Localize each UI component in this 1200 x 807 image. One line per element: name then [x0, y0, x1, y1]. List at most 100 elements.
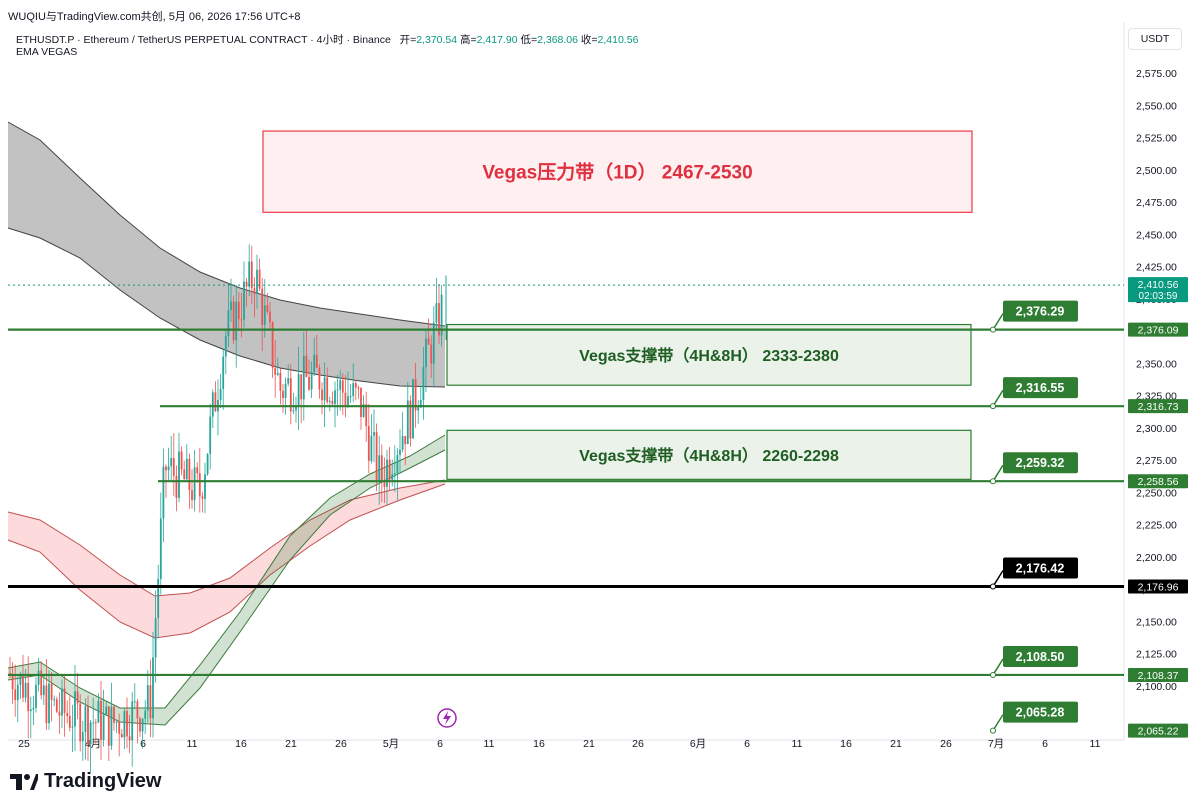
candle-body	[266, 305, 269, 312]
candle-body	[198, 473, 201, 497]
candle-body	[404, 436, 407, 445]
candle-body	[302, 355, 305, 400]
candle-body	[79, 703, 82, 742]
level-flag-anchor	[990, 583, 996, 590]
candle-body	[399, 449, 401, 455]
candle-body	[250, 261, 253, 289]
currency-selector[interactable]: USDT	[1128, 28, 1182, 50]
y-tick-label: 2,575.00	[1136, 68, 1177, 80]
candle-body	[204, 474, 206, 499]
candle-body	[375, 432, 378, 481]
ema-band-red-lower	[7, 483, 446, 639]
level-axis-label: 2,258.56	[1138, 476, 1179, 488]
candle-body	[146, 685, 149, 711]
candle-body	[253, 288, 256, 294]
symbol-description: ETHUSDT.P · Ethereum / TetherUS PERPETUA…	[16, 34, 391, 46]
candle-body	[386, 459, 388, 487]
x-tick-label: 16	[235, 738, 247, 750]
candle-body	[258, 269, 261, 289]
candle-body	[331, 400, 334, 405]
level-flag-pole	[992, 714, 1004, 732]
level-axis-tag	[1128, 579, 1188, 594]
candle-body	[232, 301, 235, 341]
level-flag-anchor	[990, 727, 996, 734]
x-tick-label: 6	[1042, 738, 1048, 750]
level-flag-pole	[992, 389, 1004, 407]
candle-body	[414, 379, 417, 411]
candle-body	[214, 392, 217, 412]
candle-body	[165, 466, 167, 471]
candle-body	[84, 705, 87, 733]
level-flag-box	[1003, 701, 1078, 723]
x-tick-label: 21	[583, 738, 595, 750]
candle-body	[76, 691, 79, 704]
x-tick-label: 16	[533, 738, 545, 750]
open-value: 2,370.54	[416, 34, 458, 46]
candle-body	[237, 301, 240, 320]
x-tick-label: 26	[632, 738, 644, 750]
x-tick-label: 6	[744, 738, 750, 750]
lightning-icon	[443, 711, 451, 725]
candle-body	[118, 721, 121, 734]
close-label: 收=	[580, 34, 598, 46]
level-axis-label: 2,316.73	[1138, 401, 1179, 413]
candle-body	[37, 670, 40, 685]
candle-body	[131, 701, 134, 741]
candle-body	[123, 711, 126, 738]
indicator-legend[interactable]: EMA VEGAS	[16, 46, 78, 58]
y-tick-label: 2,550.00	[1136, 100, 1177, 112]
candle-body	[139, 718, 141, 732]
candle-body	[323, 377, 326, 401]
current-price-label: 2,410.56	[1138, 279, 1179, 291]
candle-body	[354, 383, 357, 388]
level-flag-box	[1003, 452, 1078, 474]
candle-body	[157, 578, 160, 619]
level-flag-label: 2,316.55	[1016, 381, 1065, 395]
resistance-zone-label: Vegas压力带（1D） 2467-2530	[482, 161, 752, 184]
ema-band-gray-lower	[7, 227, 446, 388]
y-tick-label: 2,525.00	[1136, 133, 1177, 145]
level-axis-label: 2,176.96	[1138, 581, 1179, 593]
support-zone-label: Vegas支撑带（4H&8H） 2333-2380	[579, 346, 839, 365]
level-flag-pole	[992, 658, 1004, 676]
level-flag-box	[1003, 557, 1078, 579]
tradingview-logo[interactable]: TradingView	[10, 770, 161, 793]
candle-body	[425, 338, 427, 368]
candle-body	[128, 736, 131, 741]
level-flag-pole	[992, 313, 1004, 330]
candle-body	[63, 688, 66, 713]
candle-body	[339, 380, 342, 390]
candle-body	[50, 683, 53, 700]
candle-body	[193, 467, 196, 501]
tradingview-logo-icon	[10, 773, 38, 790]
candle-body	[336, 389, 339, 391]
y-tick-label: 2,475.00	[1136, 197, 1177, 209]
candle-body	[438, 303, 440, 336]
candle-body	[427, 338, 430, 345]
candle-body	[172, 458, 175, 476]
candle-body	[315, 354, 318, 368]
level-flag-label: 2,108.50	[1016, 650, 1065, 664]
x-tick-label: 6	[140, 738, 146, 750]
candle-body	[432, 322, 435, 364]
y-tick-label: 2,500.00	[1136, 165, 1177, 177]
open-label: 开=	[399, 34, 417, 46]
level-flag-box	[1003, 377, 1078, 399]
candle-body	[373, 432, 375, 436]
candle-body	[149, 685, 152, 719]
x-tick-label: 11	[187, 738, 198, 750]
x-tick-label: 21	[890, 738, 902, 750]
candle-body	[276, 372, 279, 375]
y-tick-label: 2,225.00	[1136, 520, 1177, 532]
candle-body	[74, 691, 76, 727]
candle-body	[256, 269, 258, 294]
level-flag-label: 2,376.29	[1016, 305, 1065, 319]
candle-body	[235, 301, 238, 341]
current-price-tag	[1128, 277, 1188, 303]
candle-body	[282, 390, 284, 398]
level-flag-pole	[992, 570, 1004, 587]
ema-band-gray	[7, 121, 446, 388]
chart-caption: WUQIU与TradingView.com共创, 5月 06, 2026 17:…	[8, 11, 301, 23]
level-axis-tag	[1128, 474, 1188, 489]
